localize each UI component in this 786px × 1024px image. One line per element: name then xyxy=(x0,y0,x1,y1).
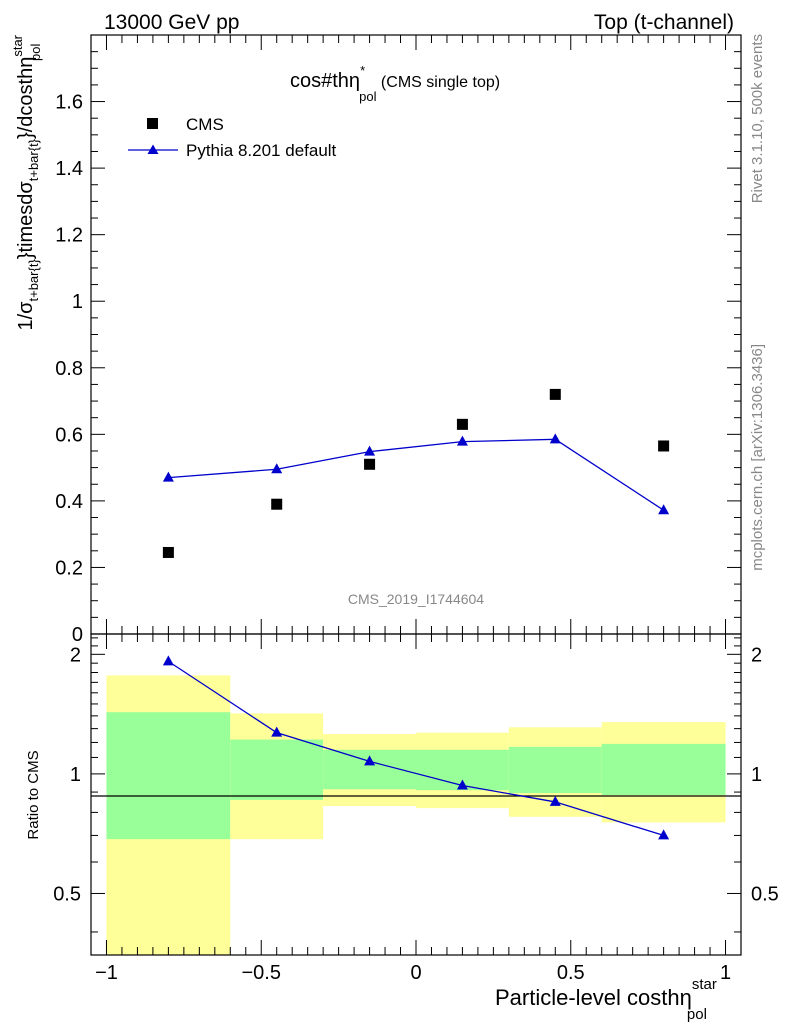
uncertainty-band-green xyxy=(601,743,726,795)
ratio-pythia-line xyxy=(168,660,664,837)
pythia-point xyxy=(364,445,376,456)
legend-label-pythia: Pythia 8.201 default xyxy=(186,141,337,160)
cms-point xyxy=(364,458,376,470)
main-ytick-label: 1.4 xyxy=(55,158,83,180)
ratio-pythia-point xyxy=(364,755,376,766)
xtick-label: 1 xyxy=(720,962,731,984)
legend-label-cms: CMS xyxy=(186,115,224,134)
main-ytick-label: 0.6 xyxy=(55,424,83,446)
ratio-pythia-point xyxy=(658,829,670,840)
cms-point xyxy=(456,418,468,430)
main-ytick-label: 1.2 xyxy=(55,225,83,247)
legend: CMS Pythia 8.201 default xyxy=(128,115,337,160)
ratio-ytick-label: 2 xyxy=(70,644,81,666)
cms-point xyxy=(162,546,174,558)
main-ytick-label: 0.8 xyxy=(55,358,83,380)
ratio-pythia-point xyxy=(162,655,174,666)
main-ytick-label: 0.4 xyxy=(55,491,83,513)
uncertainty-band-green xyxy=(230,739,324,800)
main-ytick-label: 0.2 xyxy=(55,557,83,579)
pythia-point xyxy=(549,433,561,444)
ratio-y-axis-label: Ratio to CMS xyxy=(25,750,42,839)
uncertainty-band-green xyxy=(508,746,602,794)
legend-marker-pythia xyxy=(147,144,159,154)
cms-point xyxy=(549,388,561,400)
ratio-panel: 0.5 0.5 1 1 2 2 −1 −0.5 0 0.5 1 Ratio to CMS Parti… xyxy=(25,633,779,1023)
analysis-id: CMS_2019_I1744604 xyxy=(348,591,484,607)
ratio-bands xyxy=(106,675,726,955)
ratio-pythia-point xyxy=(456,779,468,790)
rivet-label: Rivet 3.1.10, 500k events xyxy=(749,34,766,203)
pythia-point xyxy=(456,435,468,446)
main-data-layer xyxy=(162,388,670,558)
ratio-ytick-label: 0.5 xyxy=(53,883,81,905)
main-ytick-label: 1 xyxy=(72,291,83,313)
pythia-point xyxy=(271,463,283,474)
ratio-ytick-label-right: 2 xyxy=(751,644,762,666)
ratio-ytick-label: 1 xyxy=(70,764,81,786)
pythia-line xyxy=(168,438,664,511)
main-y-axis-label: 1/σt+bar{t}}timesdσt+bar{t}}/dcosthηstar… xyxy=(10,34,43,330)
plot-title-sup: * xyxy=(360,63,365,78)
header-process: Top (t-channel) xyxy=(594,11,734,34)
header-energy: 13000 GeV pp xyxy=(104,11,239,34)
main-ytick-label: 1.6 xyxy=(55,92,83,114)
plot-title: cos#thη* pol (CMS single top) xyxy=(290,63,500,104)
xtick-label: 0 xyxy=(410,962,421,984)
plot-title-main: cos#thη xyxy=(290,70,360,92)
ratio-ytick-label-right: 0.5 xyxy=(751,883,779,905)
main-ytick-label: 0 xyxy=(72,624,83,646)
mcplots-label: mcplots.cern.ch [arXiv:1306.3436] xyxy=(749,344,766,571)
ratio-ytick-label-right: 1 xyxy=(751,764,762,786)
xtick-label: −1 xyxy=(95,962,118,984)
uncertainty-band-green xyxy=(106,712,231,840)
ratio-data-layer xyxy=(162,655,670,840)
plot-title-tail: (CMS single top) xyxy=(376,74,500,91)
main-axes: 0 0.2 0.4 0.6 0.8 1 1.2 1.4 1.6 xyxy=(55,35,741,646)
ratio-pythia-point xyxy=(549,795,561,806)
cms-point xyxy=(271,498,283,510)
main-panel: 0 0.2 0.4 0.6 0.8 1 1.2 1.4 1.6 cos#thη* pol (CMS… xyxy=(10,34,742,646)
pythia-point xyxy=(658,504,670,515)
ratio-axes: 0.5 0.5 1 1 2 2 −1 −0.5 0 0.5 1 xyxy=(53,634,779,984)
ratio-frame xyxy=(90,633,742,956)
xtick-label: −0.5 xyxy=(241,962,280,984)
pythia-point xyxy=(162,471,174,482)
plot-title-sub: pol xyxy=(359,89,376,104)
x-axis-label: Particle-level costhηstar pol xyxy=(495,976,717,1023)
legend-marker-cms xyxy=(147,118,158,129)
xtick-label: 0.5 xyxy=(557,962,585,984)
ratio-pythia-point xyxy=(271,726,283,737)
cms-point xyxy=(658,440,670,452)
